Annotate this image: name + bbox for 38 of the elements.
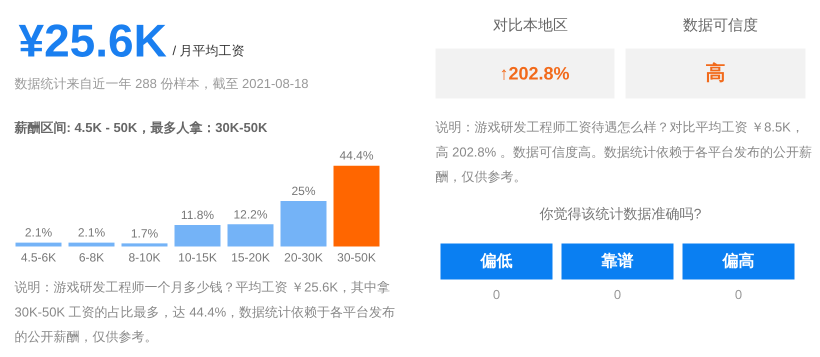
data-label: 2.1% — [78, 226, 106, 240]
text: 说明：游戏研发工程师一个月多少钱？平均工资 ￥25.6K，其中拿 30K-50K 工资的占比最多，达 44.4%，数据统计依赖于各平台发布的公开薪酬，仅供参考。 — [14, 280, 396, 344]
text: 对比本地区 — [493, 17, 568, 34]
text: 薪酬区间: 4.5K - 50K，最多人拿：30K-50K — [14, 120, 268, 135]
x-tick-label: 20-30K — [284, 250, 323, 264]
data-label: 44.4% — [339, 148, 374, 163]
text: 你觉得该统计数据准确吗? — [538, 206, 702, 222]
text: 说明：游戏研发工程师工资待遇怎么样？对比平均工资 ￥8.5K，高 202.8% 。数据可信度高。数据统计依赖于各平台发布的公开薪酬，仅供参考。 — [436, 120, 812, 184]
data-label: 12.2% — [233, 207, 268, 222]
data-label: 11.8% — [180, 208, 214, 222]
x-tick-label: 8-10K — [128, 250, 161, 264]
text: ↑202.8% — [499, 64, 570, 84]
bar — [68, 242, 114, 246]
bar — [122, 243, 168, 246]
text: 偏低 — [480, 252, 512, 270]
bar — [228, 224, 274, 246]
x-tick-label: 10-15K — [178, 250, 217, 264]
bar — [334, 166, 380, 246]
x-tick-label: 4.5-6K — [20, 250, 56, 264]
data-label: 25% — [291, 184, 316, 198]
x-tick-label: 30-50K — [337, 250, 376, 264]
text: 数据统计来自近一年 288 份样本，截至 2021-08-18 — [14, 76, 309, 91]
text: 0 — [492, 287, 500, 302]
text: 高 — [706, 62, 726, 84]
chart-title: ¥25.6K — [18, 14, 167, 66]
chart-subtitle: / 月平均工资 — [172, 43, 245, 58]
x-tick-label: 15-20K — [231, 250, 270, 264]
text: 0 — [734, 287, 742, 302]
text: 靠谱 — [600, 252, 634, 270]
text: 数据可信度 — [683, 17, 758, 34]
data-label: 1.7% — [130, 226, 159, 240]
bar — [16, 242, 62, 246]
text: 偏高 — [722, 251, 754, 270]
text: 0 — [614, 287, 622, 302]
x-tick-label: 6-8K — [78, 250, 104, 264]
bar — [174, 225, 220, 246]
bar — [280, 201, 326, 246]
data-label: 2.1% — [24, 226, 53, 240]
